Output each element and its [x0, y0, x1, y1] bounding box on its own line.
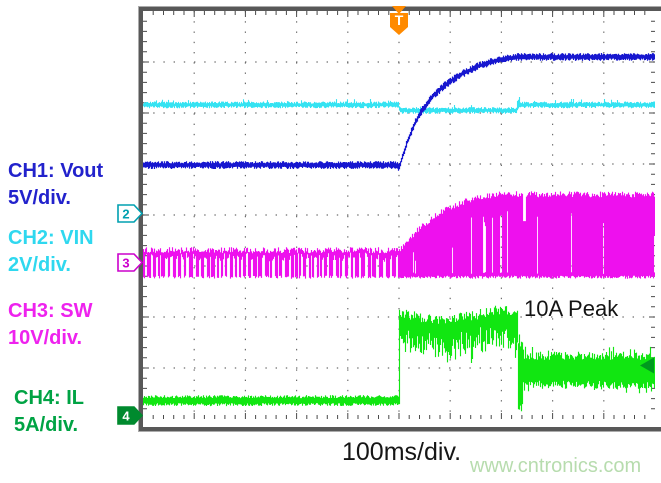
waveform-plot	[143, 11, 655, 419]
ch4-scale: 5A/div.	[14, 414, 79, 436]
ch3-scale: 10V/div.	[8, 327, 83, 349]
level-arrow-icon	[640, 357, 654, 374]
ch2-marker-number: 2	[122, 207, 129, 222]
ch2-name: CH2: VIN	[8, 227, 94, 249]
ch2-position-marker-icon: 2	[117, 204, 144, 223]
ch2-vin-trace	[143, 97, 655, 114]
ch1-scale: 5V/div.	[8, 187, 71, 209]
channel-label-ch2: CH2: VIN 2V/div.	[8, 227, 94, 277]
channel-label-ch3: CH3: SW 10V/div.	[8, 300, 92, 350]
trigger-body	[390, 13, 408, 35]
ch1-vout-trace	[143, 52, 655, 171]
peak-annotation: 10A Peak	[524, 296, 619, 321]
ch4-marker-number: 4	[122, 409, 130, 424]
ch1-name: CH1: Vout	[8, 160, 104, 182]
timebase-label: 100ms/div.	[342, 438, 462, 466]
ch4-position-marker-icon: 4	[117, 406, 144, 425]
channel-label-ch4: CH4: IL 5A/div.	[14, 387, 84, 437]
trigger-symbol: T	[395, 12, 404, 28]
ch4-marker-shape	[117, 406, 144, 425]
ch4-name: CH4: IL	[14, 387, 84, 409]
ch3-position-marker-icon: 3	[117, 253, 144, 272]
channel-label-ch1: CH1: Vout 5V/div.	[8, 160, 103, 210]
ch3-sw-trace	[143, 191, 655, 279]
trigger-marker-icon: T	[390, 6, 408, 35]
edge-tick-marks	[143, 11, 655, 419]
ch2-scale: 2V/div.	[8, 254, 71, 276]
ch4-il-trace	[143, 305, 655, 412]
watermark: www.cntronics.com	[470, 455, 642, 477]
trigger-tip	[392, 6, 406, 14]
ch3-name: CH3: SW	[8, 300, 93, 322]
scope-graticule	[139, 7, 661, 431]
ch3-marker-shape	[117, 253, 144, 272]
ch3-marker-number: 3	[122, 256, 129, 271]
ch2-marker-shape	[117, 204, 144, 223]
